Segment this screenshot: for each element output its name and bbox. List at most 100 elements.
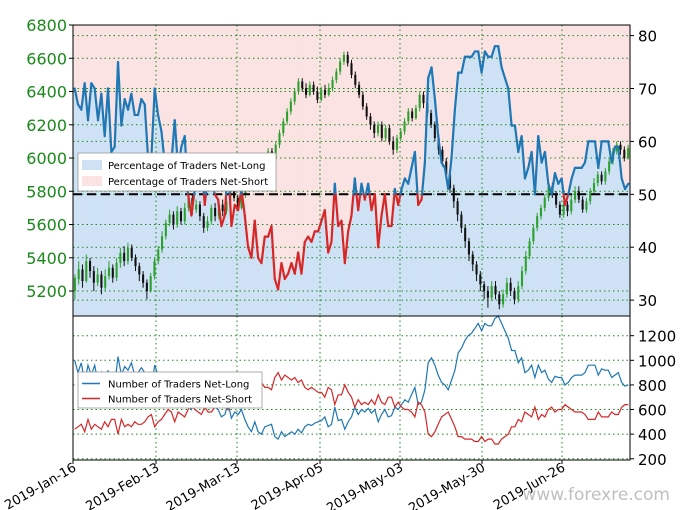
candle-body — [498, 294, 501, 305]
net-short-fill-bar — [509, 25, 514, 126]
net-long-fill-bar — [386, 226, 391, 316]
pct-line-segment — [513, 124, 520, 154]
candle-down — [316, 86, 319, 104]
pct-line-segment — [230, 203, 236, 228]
candle-body — [149, 276, 152, 292]
pct-line-segment — [340, 219, 346, 265]
candle-body — [574, 191, 577, 200]
net-long-fill-bar — [556, 183, 561, 316]
net-short-fill-bar — [199, 25, 204, 163]
pct-line-segment — [153, 87, 160, 117]
net-short-fill-bar — [229, 25, 234, 227]
candle-up — [157, 246, 160, 265]
candle-up — [320, 86, 323, 102]
net-short-fill-bar — [513, 25, 518, 126]
net-short-fill-bar — [289, 25, 294, 264]
candle-body — [577, 191, 580, 200]
legend-swatch — [82, 160, 102, 170]
net-short-fill-bar — [259, 25, 264, 264]
net-short-fill-bar — [206, 25, 211, 174]
pct-line-segment — [593, 140, 600, 169]
net-long-fill-bar — [483, 51, 488, 317]
candle-down — [214, 202, 217, 222]
candle-body — [274, 144, 277, 159]
net-long-fill-bar — [319, 220, 324, 316]
net-long-fill-bar — [266, 236, 271, 316]
candle-down — [81, 264, 84, 288]
net-short-fill-bar — [126, 25, 131, 110]
candle-body — [350, 63, 353, 75]
net-long-fill-bar — [173, 120, 177, 317]
pct-line-segment — [130, 92, 136, 117]
net-long-fill-bar — [573, 167, 578, 316]
net-short-fill-bar — [429, 25, 434, 68]
net-short-fill-bar — [136, 25, 141, 115]
net-short-fill-bar — [406, 25, 411, 184]
net-long-fill-bar — [139, 99, 144, 316]
y-left-tick-label: 6200 — [26, 116, 67, 135]
net-short-fill-bar — [619, 25, 624, 179]
candle-down — [123, 246, 126, 267]
pct-line-segment — [447, 156, 453, 191]
candle-body — [301, 81, 304, 89]
candle-up — [585, 197, 588, 213]
candle-body — [354, 74, 357, 85]
net-long-fill-bar — [76, 104, 81, 316]
candle-body — [130, 247, 133, 258]
net-short-fill-bar — [576, 25, 581, 168]
y-right-tick-label: 40 — [638, 239, 657, 257]
net-long-fill-bar — [269, 226, 274, 316]
net-short-fill-bar — [386, 25, 391, 227]
net-short-fill-bar — [603, 25, 608, 142]
net-long-fill-bar — [283, 278, 288, 316]
net-short-fill-bar — [573, 25, 578, 168]
pct-line-segment — [560, 177, 565, 196]
net-short-fill-bar — [433, 25, 438, 100]
net-long-fill-bar — [346, 231, 351, 316]
net-long-fill-bar — [159, 130, 164, 316]
net-short-fill-bar — [336, 25, 341, 227]
net-short-fill-bar — [276, 25, 281, 290]
net-short-fill-bar — [339, 25, 344, 221]
net-long-fill-bar — [356, 210, 361, 316]
net-long-fill-bar — [193, 189, 198, 316]
net-short-fill-bar — [146, 25, 151, 158]
net-long-fill-bar — [103, 136, 107, 316]
net-long-fill-bar — [169, 162, 174, 316]
net-long-fill-bar — [409, 167, 414, 316]
net-short-fill-bar — [233, 25, 238, 205]
candle-down — [369, 113, 372, 130]
candle-up — [210, 204, 213, 225]
candle-body — [195, 204, 198, 210]
candle-body — [161, 236, 164, 250]
legend-box — [77, 152, 277, 192]
pct-line-segment — [597, 140, 603, 169]
candle-body — [304, 88, 308, 95]
pct-line-segment — [543, 150, 550, 185]
net-short-fill-bar — [519, 25, 524, 137]
net-short-fill-bar — [139, 25, 144, 100]
candle-up — [524, 251, 527, 275]
net-short-fill-bar — [263, 25, 268, 237]
candle-up — [176, 206, 179, 228]
net-short-fill-bar — [216, 25, 221, 200]
y-right-tick-label: 70 — [638, 80, 657, 98]
net-long-fill-bar — [439, 162, 444, 316]
pct-line-segment — [623, 182, 630, 191]
legend-label: Percentage of Traders Net-Long — [108, 161, 266, 172]
pct-line-segment — [407, 166, 413, 185]
candle-down — [142, 271, 145, 288]
candle-body — [486, 291, 489, 298]
y-bottom-tick-label: 400 — [638, 426, 667, 444]
candle-down — [301, 78, 304, 92]
y-left-tick-label: 6000 — [26, 149, 67, 168]
net-short-fill-bar — [599, 25, 604, 142]
net-long-fill-bar — [229, 226, 234, 316]
candle-body — [392, 141, 395, 150]
y-bottom-tick-label: 1000 — [638, 352, 676, 370]
candle-body — [460, 214, 463, 228]
candle-body — [388, 128, 391, 142]
net-long-fill-bar — [209, 178, 214, 316]
net-long-fill-bar — [149, 157, 154, 316]
candle-body — [126, 247, 129, 262]
